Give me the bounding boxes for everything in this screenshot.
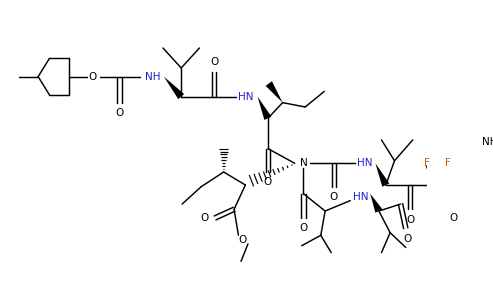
Polygon shape xyxy=(475,148,484,172)
Text: O: O xyxy=(210,57,218,67)
Text: O: O xyxy=(89,72,97,82)
Polygon shape xyxy=(164,77,184,99)
Text: O: O xyxy=(406,215,414,225)
Text: O: O xyxy=(239,235,247,245)
Text: NH: NH xyxy=(145,72,160,82)
Text: HN: HN xyxy=(357,158,373,168)
Text: O: O xyxy=(330,192,338,202)
Text: O: O xyxy=(449,213,458,223)
Text: O: O xyxy=(299,223,308,233)
Polygon shape xyxy=(257,97,272,120)
Text: O: O xyxy=(264,178,272,187)
Text: O: O xyxy=(201,213,209,223)
Text: NH₂: NH₂ xyxy=(482,137,493,147)
Polygon shape xyxy=(375,163,389,187)
Text: HN: HN xyxy=(353,192,368,202)
Text: O: O xyxy=(115,108,124,118)
Text: F: F xyxy=(445,158,451,168)
Text: F: F xyxy=(423,158,429,168)
Polygon shape xyxy=(266,81,282,103)
Polygon shape xyxy=(370,194,383,213)
Text: N: N xyxy=(300,158,307,168)
Text: HN: HN xyxy=(239,92,254,102)
Text: O: O xyxy=(403,234,412,244)
